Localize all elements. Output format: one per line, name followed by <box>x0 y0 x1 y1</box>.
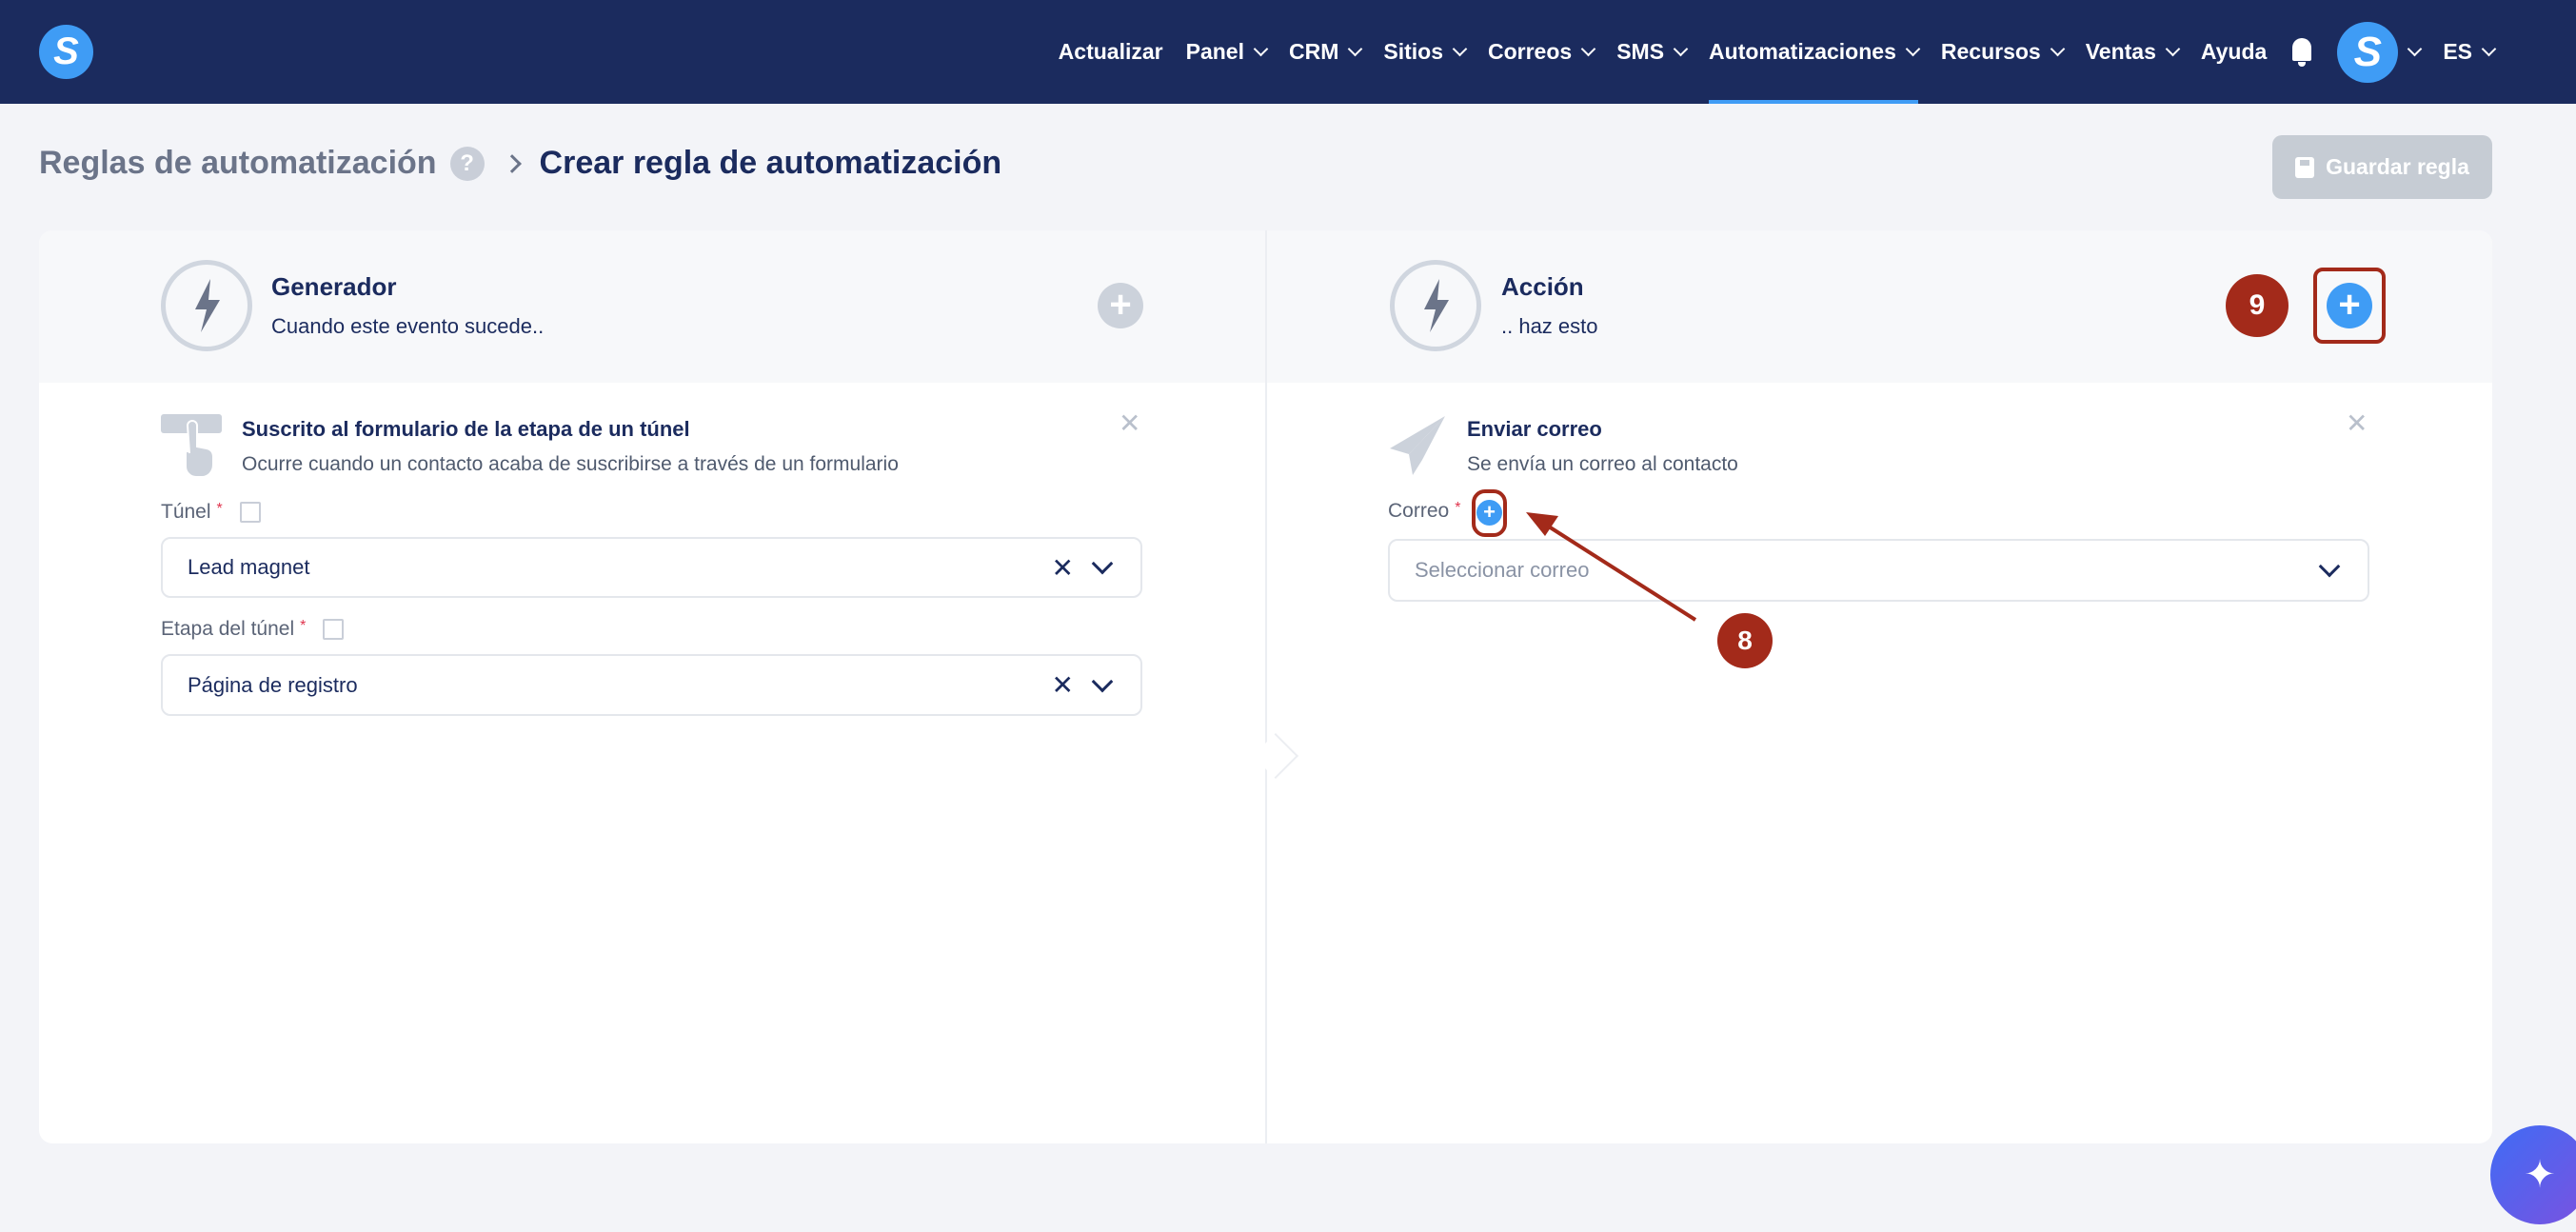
nav-item-sitios[interactable]: Sitios <box>1383 0 1468 104</box>
nav-item-sms[interactable]: SMS <box>1616 0 1689 104</box>
nav-item-panel[interactable]: Panel <box>1185 0 1269 104</box>
chevron-down-icon <box>2050 41 2065 57</box>
annotation-badge-9: 9 <box>2226 274 2289 337</box>
add-action-button[interactable]: + <box>2327 283 2372 328</box>
clear-icon[interactable]: ✕ <box>1051 552 1074 583</box>
chevron-down-icon <box>2165 41 2181 57</box>
clear-icon[interactable]: ✕ <box>1051 670 1074 700</box>
avatar[interactable]: S <box>2337 21 2399 83</box>
nav-item-label: Correos <box>1488 39 1573 64</box>
chevron-down-icon <box>1673 41 1689 57</box>
chevron-down-icon <box>1580 41 1596 57</box>
nav-item-label: SMS <box>1616 39 1665 64</box>
annotation-highlight <box>2313 268 2386 344</box>
external-link-icon[interactable] <box>239 502 261 523</box>
lightning-icon <box>161 260 252 351</box>
rule-editor-card: Generador Cuando este evento sucede.. + … <box>39 230 2492 1143</box>
top-navbar: S Actualizar Panel CRM Sitios Correos SMS Auto… <box>0 0 2576 104</box>
chevron-down-icon <box>1452 41 1468 57</box>
nav-item-label: Recursos <box>1940 39 2041 64</box>
nav-item-automatizaciones[interactable]: Automatizaciones <box>1709 0 1921 104</box>
nav-item-correos[interactable]: Correos <box>1488 0 1596 104</box>
nav-item-actualizar[interactable]: Actualizar <box>1059 0 1163 104</box>
chevron-down-icon <box>1253 41 1269 57</box>
add-email-button[interactable]: + <box>1476 500 1502 526</box>
trigger-subtitle: Cuando este evento sucede.. <box>271 314 545 338</box>
nav-item-label: Panel <box>1185 39 1244 64</box>
save-icon <box>2295 156 2315 178</box>
user-menu[interactable]: S <box>2337 0 2423 104</box>
language-label: ES <box>2443 39 2472 64</box>
main-menu: Actualizar Panel CRM Sitios Correos SMS Automa… <box>1059 0 2497 104</box>
nav-item-label: Actualizar <box>1058 39 1163 64</box>
help-icon[interactable]: ? <box>449 146 485 181</box>
page-title: Crear regla de automatización <box>539 145 1002 181</box>
divider <box>1265 230 1267 1143</box>
funnel-label: Túnel * <box>161 501 261 524</box>
funnel-select[interactable]: Lead magnet ✕ <box>161 537 1142 598</box>
nav-item-ayuda[interactable]: Ayuda <box>2201 0 2267 104</box>
annotation-badge-8: 8 <box>1717 613 1773 668</box>
action-title: Acción <box>1501 272 1584 301</box>
nav-item-ventas[interactable]: Ventas <box>2085 0 2181 104</box>
remove-trigger-button[interactable]: ✕ <box>1119 408 1141 438</box>
trigger-item-description: Ocurre cuando un contacto acaba de suscr… <box>242 453 899 475</box>
action-item-title: Enviar correo <box>1467 417 1602 441</box>
save-rule-button[interactable]: Guardar regla <box>2272 135 2492 199</box>
bell-icon[interactable] <box>2289 37 2314 67</box>
nav-item-label: Ayuda <box>2200 39 2268 64</box>
breadcrumb-parent-link[interactable]: Reglas de automatización <box>39 145 437 181</box>
trigger-item-title: Suscrito al formulario de la etapa de un… <box>242 417 690 441</box>
trigger-title: Generador <box>271 272 397 301</box>
save-label: Guardar regla <box>2326 154 2469 179</box>
logo[interactable]: S <box>39 25 93 79</box>
chevron-down-icon <box>1348 41 1363 57</box>
chevron-down-icon <box>2481 41 2497 57</box>
lightning-cycle-icon <box>1390 260 1481 351</box>
nav-item-recursos[interactable]: Recursos <box>1940 0 2065 104</box>
annotation-highlight <box>1472 489 1507 537</box>
external-link-icon[interactable] <box>323 619 345 640</box>
action-item-description: Se envía un correo al contacto <box>1467 453 1738 475</box>
nav-item-crm[interactable]: CRM <box>1288 0 1363 104</box>
email-select[interactable]: Seleccionar correo <box>1388 539 2369 602</box>
add-trigger-button[interactable]: + <box>1098 283 1143 328</box>
funnel-step-label: Etapa del túnel * <box>161 618 345 641</box>
email-label: Correo * <box>1388 500 1461 522</box>
breadcrumb: Reglas de automatización ? Crear regla d… <box>39 145 1001 182</box>
language-selector[interactable]: ES <box>2443 0 2497 104</box>
form-click-icon <box>161 414 222 477</box>
action-subtitle: .. haz esto <box>1501 314 1598 338</box>
ai-assistant-button[interactable]: ✦ <box>2490 1125 2576 1224</box>
chevron-down-icon <box>2408 41 2423 57</box>
nav-item-label: CRM <box>1288 39 1339 64</box>
funnel-step-select[interactable]: Página de registro ✕ <box>161 654 1142 716</box>
nav-item-label: Ventas <box>2085 39 2156 64</box>
send-icon <box>1390 416 1445 475</box>
chevron-down-icon <box>1905 41 1921 57</box>
annotation-arrow <box>1526 512 1697 622</box>
chevron-right-icon <box>502 153 522 173</box>
nav-item-label: Automatizaciones <box>1709 39 1896 64</box>
nav-item-label: Sitios <box>1383 39 1443 64</box>
remove-action-button[interactable]: ✕ <box>2346 408 2368 438</box>
